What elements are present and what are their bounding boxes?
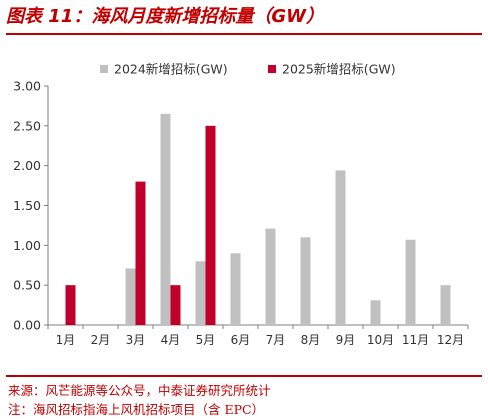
source-note: 来源：风芒能源等公众号，中泰证券研究所统计 (8, 383, 271, 398)
bar-2024 (230, 253, 241, 325)
x-tick-label: 8月 (301, 333, 321, 347)
bar-2025 (205, 125, 216, 325)
x-tick-label: 2月 (91, 333, 111, 347)
x-tick-label: 7月 (266, 333, 286, 347)
y-tick-label: 2.50 (13, 118, 41, 133)
x-tick-label: 6月 (231, 333, 251, 347)
bar-2024 (195, 261, 206, 325)
bar-2024 (265, 228, 276, 325)
bar-chart: 2024新增招标(GW) 2025新增招标(GW) 0.00 0.50 1.00 1.50… (13, 62, 469, 347)
y-tick-label: 3.00 (13, 79, 41, 94)
bar-2024 (125, 268, 136, 325)
bar-2024 (370, 300, 381, 325)
bar-2025 (170, 285, 181, 325)
footer-divider (6, 375, 482, 377)
x-tick-label: 1月 (56, 333, 76, 347)
x-tick-label: 9月 (336, 333, 356, 347)
footnote: 注：海风招标指海上风机招标项目（含 EPC） (8, 402, 265, 417)
legend-swatch (100, 65, 108, 73)
bar-2024 (440, 285, 451, 325)
legend-label: 2024新增招标(GW) (114, 62, 228, 77)
x-tick-label: 12月 (437, 333, 464, 347)
bar-2024 (160, 113, 171, 325)
title-divider (6, 33, 482, 35)
x-tick-label: 3月 (126, 333, 146, 347)
x-tick-label: 11月 (402, 333, 429, 347)
bar-2024 (335, 170, 346, 325)
x-tick-label: 10月 (367, 333, 394, 347)
legend-label: 2025新增招标(GW) (282, 62, 396, 77)
y-tick-label: 0.50 (13, 278, 41, 293)
x-tick-label: 4月 (161, 333, 181, 347)
y-tick-label: 1.00 (13, 238, 41, 253)
bar-2025 (135, 181, 146, 325)
y-tick-label: 2.00 (13, 158, 41, 173)
y-tick-label: 0.00 (13, 318, 41, 333)
y-tick-label: 1.50 (13, 198, 41, 213)
bar-2024 (300, 237, 311, 325)
bar-2025 (65, 285, 76, 325)
figure-title: 图表 11：海风月度新增招标量（GW） (6, 6, 324, 27)
legend-swatch (268, 65, 276, 73)
bar-2024 (405, 239, 416, 325)
x-tick-label: 5月 (196, 333, 216, 347)
